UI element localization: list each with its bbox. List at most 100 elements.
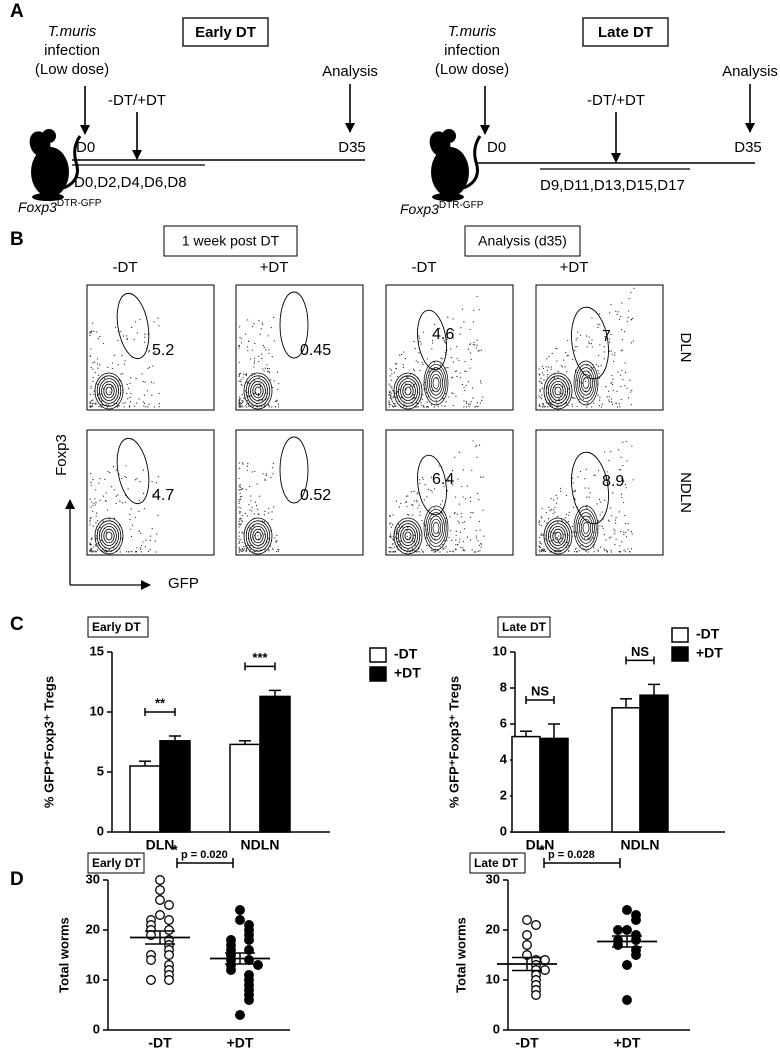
flow-event bbox=[445, 401, 447, 403]
flow-event bbox=[618, 550, 620, 553]
flow-event bbox=[447, 316, 449, 318]
flow-event bbox=[90, 385, 92, 387]
flow-event bbox=[93, 390, 95, 392]
flow-event bbox=[144, 546, 147, 548]
flow-event bbox=[392, 551, 394, 553]
flow-event bbox=[608, 520, 610, 523]
flow-event bbox=[627, 316, 629, 319]
flow-event bbox=[565, 513, 568, 516]
flow-event bbox=[627, 310, 630, 312]
flow-event bbox=[135, 550, 138, 553]
flow-event bbox=[622, 464, 624, 467]
flow-event bbox=[477, 350, 479, 352]
flow-event bbox=[539, 391, 541, 393]
flow-event bbox=[432, 339, 434, 341]
chart-title: Late DT bbox=[474, 856, 519, 870]
flow-event bbox=[406, 529, 408, 531]
flow-event bbox=[407, 376, 409, 378]
flow-event bbox=[483, 535, 485, 537]
flow-event bbox=[239, 326, 241, 328]
flow-event bbox=[395, 393, 397, 395]
flow-event bbox=[92, 399, 94, 401]
flow-event bbox=[144, 381, 146, 383]
flow-event bbox=[239, 519, 241, 521]
flow-event bbox=[439, 551, 441, 553]
flow-event bbox=[543, 550, 545, 552]
flow-event bbox=[422, 394, 424, 396]
flow-event bbox=[121, 355, 123, 357]
contour bbox=[554, 531, 562, 541]
contour bbox=[243, 372, 273, 410]
flow-event bbox=[606, 471, 608, 473]
flow-event bbox=[276, 534, 278, 537]
flow-event bbox=[557, 515, 559, 517]
flow-event bbox=[604, 335, 606, 338]
flow-event bbox=[151, 394, 153, 396]
flow-event bbox=[603, 346, 605, 348]
flow-event bbox=[414, 347, 416, 350]
flow-event bbox=[430, 404, 433, 406]
flow-event bbox=[92, 362, 94, 364]
flow-event bbox=[262, 323, 264, 325]
flow-event bbox=[94, 544, 96, 546]
flow-event bbox=[574, 397, 576, 399]
flow-event bbox=[459, 372, 461, 374]
flow-event bbox=[432, 549, 434, 552]
flow-event bbox=[573, 491, 575, 493]
flow-event bbox=[603, 533, 605, 536]
flow-event bbox=[477, 540, 479, 542]
flow-event bbox=[388, 400, 390, 402]
flow-event bbox=[434, 507, 436, 509]
flow-event bbox=[155, 482, 158, 484]
flow-event bbox=[457, 520, 459, 522]
flow-event bbox=[446, 338, 448, 340]
flow-event bbox=[238, 396, 240, 398]
flow-event bbox=[602, 528, 604, 530]
flow-event bbox=[557, 370, 559, 372]
flow-event bbox=[145, 539, 147, 541]
flow-event bbox=[449, 530, 452, 532]
flow-event bbox=[572, 482, 574, 484]
flow-event bbox=[451, 469, 454, 472]
flow-event bbox=[112, 465, 115, 468]
flow-event bbox=[241, 462, 244, 464]
flow-event bbox=[154, 351, 156, 353]
flow-event bbox=[555, 400, 557, 402]
flow-event bbox=[541, 387, 543, 389]
flow-event bbox=[155, 551, 157, 553]
flow-event bbox=[143, 405, 145, 407]
flow-event bbox=[633, 287, 635, 289]
flow-event bbox=[588, 341, 590, 343]
flow-event bbox=[390, 379, 392, 381]
flow-event bbox=[630, 531, 632, 533]
flow-event bbox=[469, 328, 471, 331]
mouse-body bbox=[31, 147, 69, 197]
flow-event bbox=[604, 549, 606, 551]
flow-event bbox=[109, 391, 111, 393]
flow-event bbox=[275, 541, 277, 543]
flow-event bbox=[567, 354, 569, 357]
y-axis-label: Total worms bbox=[453, 917, 468, 993]
contour bbox=[397, 523, 418, 549]
flow-event bbox=[392, 514, 394, 516]
flow-event bbox=[396, 537, 398, 539]
flow-event bbox=[433, 551, 435, 553]
flow-event bbox=[100, 400, 103, 402]
scheme-title: Late DT bbox=[598, 24, 653, 41]
flow-event bbox=[404, 358, 407, 360]
flow-event bbox=[118, 405, 120, 407]
flow-event bbox=[412, 514, 414, 516]
flow-event bbox=[92, 479, 94, 481]
data-point bbox=[622, 905, 632, 915]
flow-event bbox=[396, 363, 398, 365]
flow-event bbox=[572, 358, 574, 361]
flow-event bbox=[124, 501, 126, 503]
flow-event bbox=[578, 510, 581, 512]
flow-event bbox=[245, 488, 247, 491]
flow-event bbox=[560, 487, 562, 489]
flow-event bbox=[616, 313, 618, 316]
flow-event bbox=[597, 370, 599, 372]
flow-event bbox=[556, 502, 558, 504]
contour bbox=[575, 363, 597, 403]
flow-event bbox=[632, 340, 635, 342]
